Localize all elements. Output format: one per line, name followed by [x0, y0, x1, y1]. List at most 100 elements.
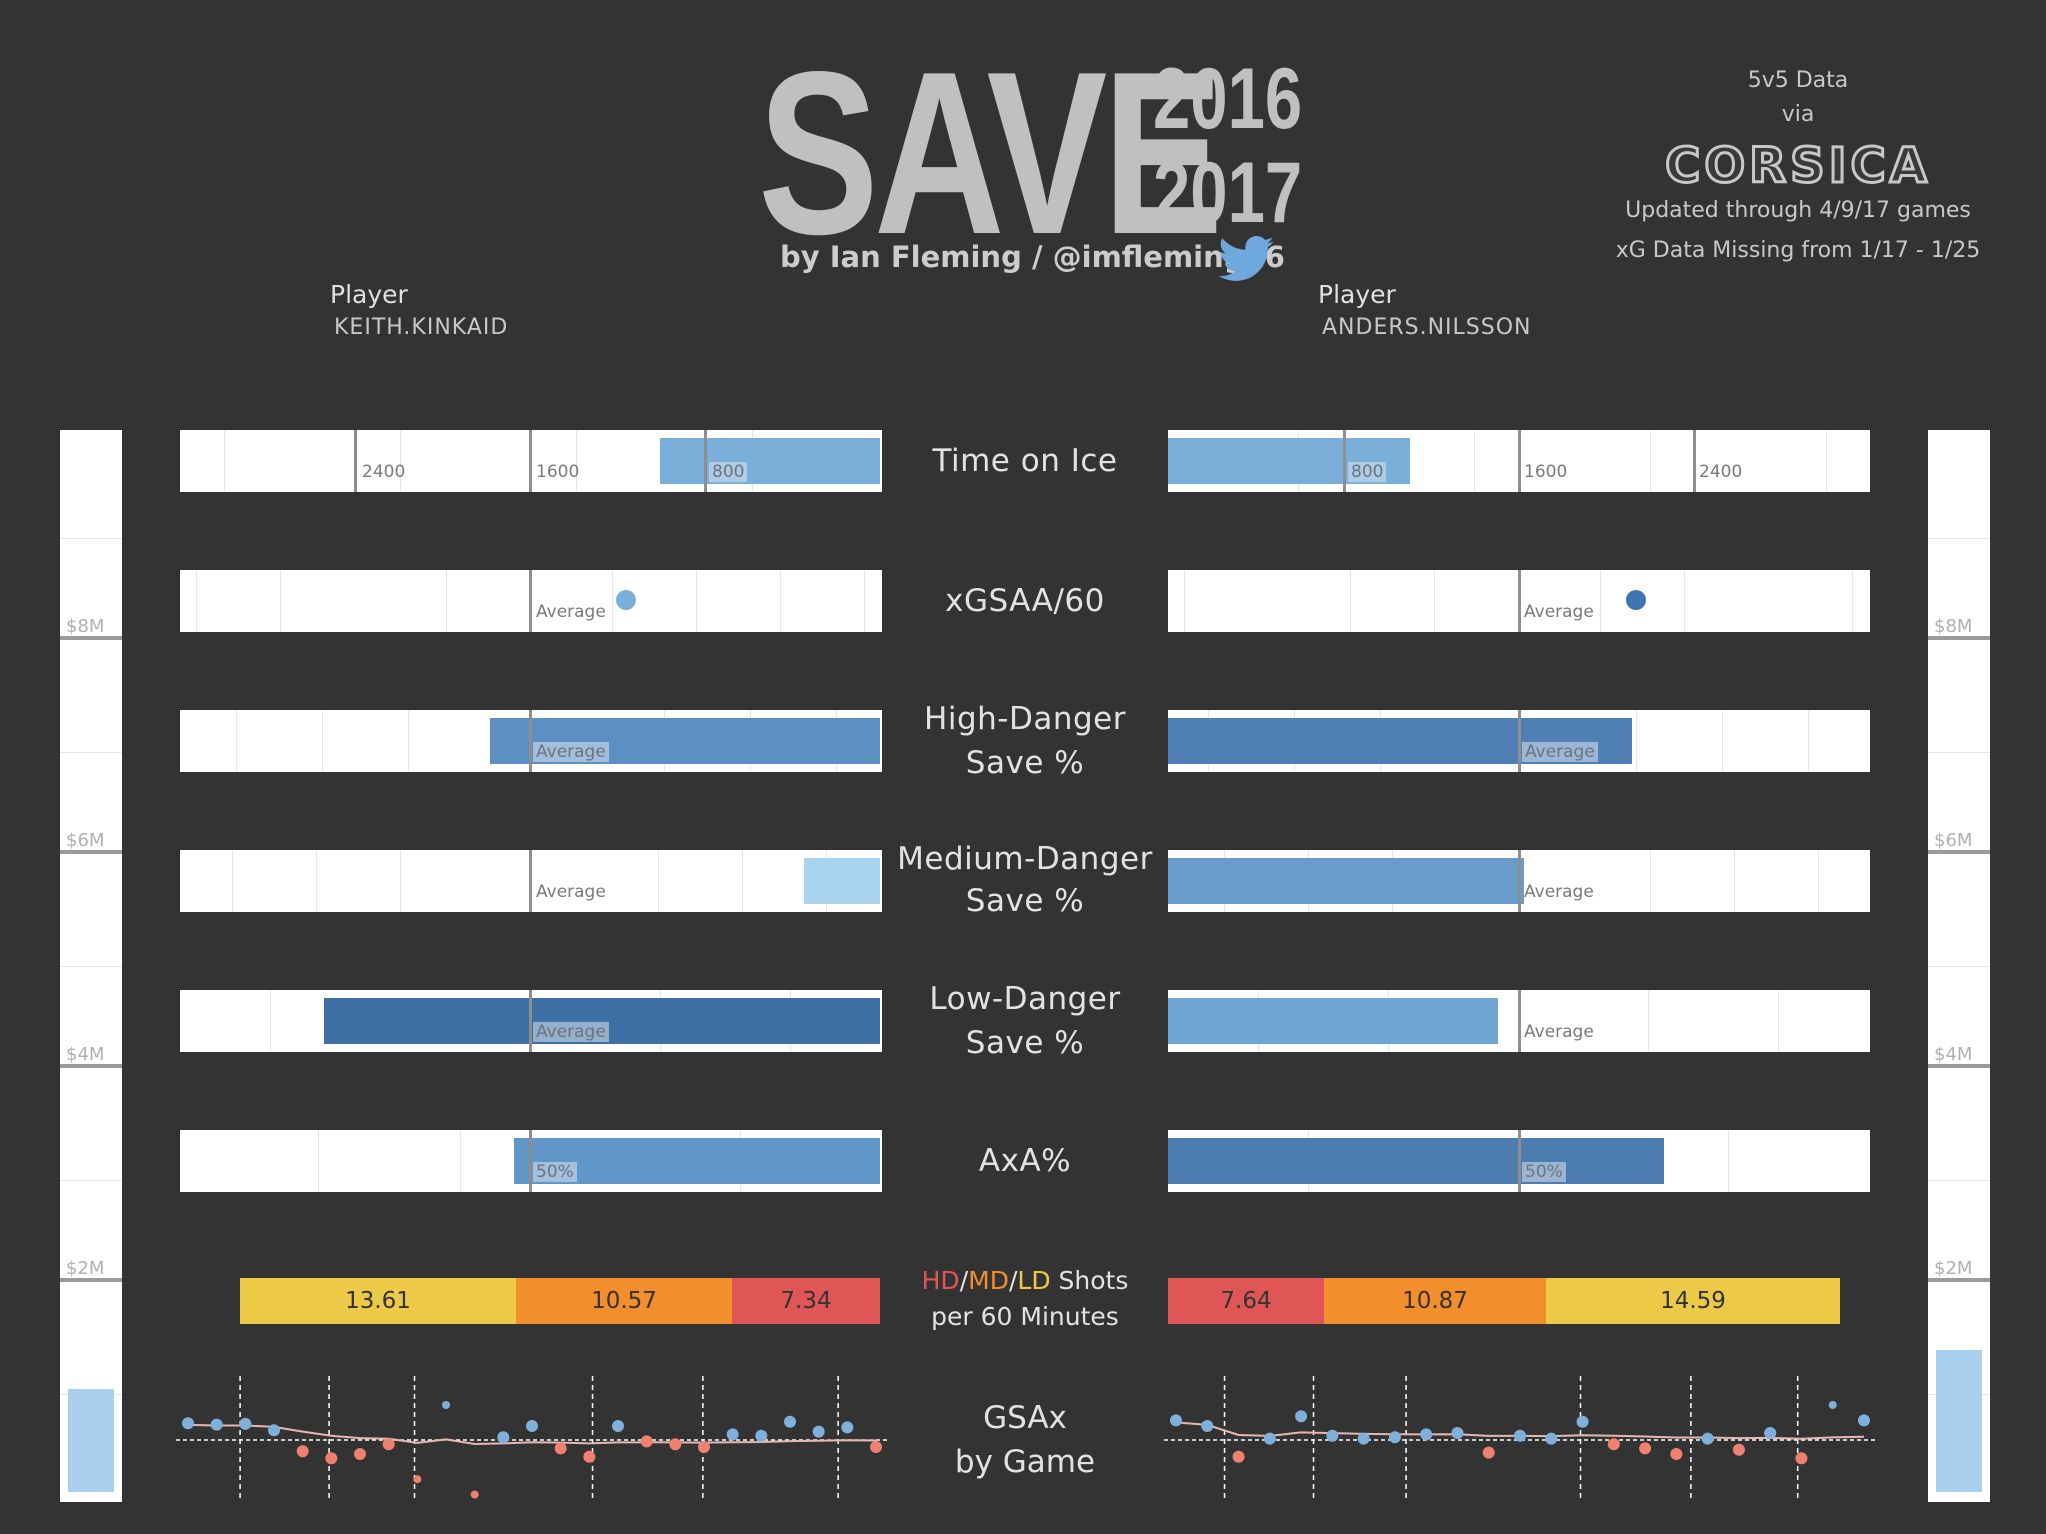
logo-year-top: 2016 [1153, 51, 1303, 147]
shots-segment-ld-right[interactable]: 14.59 [1546, 1278, 1840, 1324]
axa-title: AxA% [978, 1143, 1072, 1179]
salary-bar-right[interactable] [1936, 1350, 1982, 1492]
gsax-running-line [187, 1423, 877, 1446]
salary-gridline [60, 966, 122, 967]
info-line2: via [1781, 102, 1815, 127]
gsax-game-dot [442, 1401, 450, 1409]
md-panel-right: Average [1168, 850, 1870, 912]
xgsaa-ref-average [1518, 570, 1521, 632]
salary-tick [60, 850, 122, 854]
gsax-game-dot [1828, 1401, 1837, 1409]
shots-title-line2: per 60 Minutes [931, 1302, 1119, 1331]
gsax-game-dot [1388, 1431, 1401, 1444]
axa-bar-right[interactable] [1168, 1138, 1664, 1184]
gsax-game-dot [812, 1425, 825, 1438]
left-salary-column: $8M $6M $4M $2M [60, 430, 122, 1502]
xgsaa-panel-left: Average [180, 570, 882, 632]
gsax-game-dot [1639, 1442, 1652, 1455]
salary-label: $2M [1934, 1258, 1973, 1279]
salary-tick [60, 1064, 122, 1068]
axa-ref-50 [529, 1130, 532, 1192]
right-player-label: Player [1318, 280, 1396, 309]
salary-label: $4M [1934, 1044, 1973, 1065]
left-player-name[interactable]: KEITH.KINKAID [334, 315, 509, 340]
gsax-title-line1: GSAx [983, 1400, 1067, 1436]
gsax-game-dot [1170, 1414, 1182, 1427]
ld-title-line1: Low-Danger [929, 981, 1121, 1017]
toi-ref-1600 [1518, 430, 1521, 492]
md-panel-left: Average [180, 850, 882, 912]
md-bar-right[interactable] [1168, 858, 1524, 904]
toi-tick-label: 1600 [536, 462, 580, 482]
gsax-game-dot [784, 1415, 796, 1428]
toi-ref-2400 [354, 430, 357, 492]
gsax-game-dot [1232, 1450, 1245, 1463]
toi-tick-label: 800 [1348, 462, 1387, 482]
gsax-game-dot [497, 1431, 510, 1444]
gsax-game-dot [755, 1429, 768, 1442]
average-label: Average [533, 1022, 609, 1042]
right-player-name[interactable]: ANDERS.NILSSON [1322, 315, 1532, 340]
gsax-game-dot [296, 1445, 309, 1458]
shots-segment-ld-left[interactable]: 13.61 [240, 1278, 516, 1324]
xgsaa-ref-average [529, 570, 532, 632]
toi-bar-left[interactable] [660, 438, 880, 484]
md-ref-average [1518, 850, 1521, 912]
ld-ref-average [1518, 990, 1521, 1052]
hd-title-line2: Save % [965, 745, 1085, 781]
gsax-title-line2: by Game [954, 1444, 1096, 1480]
toi-panel-right: 800 1600 2400 [1168, 430, 1870, 492]
toi-title: Time on Ice [932, 443, 1118, 479]
gsax-game-dot [1326, 1429, 1339, 1442]
gsax-chart-left [176, 1376, 888, 1500]
gsax-game-dot [870, 1441, 882, 1453]
gsax-game-dot [583, 1450, 596, 1463]
md-ref-average [529, 850, 532, 912]
salary-gridline [1928, 1180, 1990, 1181]
average-label: Average [533, 742, 609, 762]
xgsaa-dot-left[interactable] [616, 590, 636, 610]
shots-title-line1: HD/MD/LD Shots [921, 1266, 1129, 1295]
gsax-game-dot [554, 1442, 567, 1455]
gsax-game-dot [1357, 1432, 1370, 1445]
shots-bar-right: 7.64 10.87 14.59 [1168, 1278, 1840, 1324]
gsax-game-dot [1201, 1420, 1214, 1432]
shots-segment-md-right[interactable]: 10.87 [1324, 1278, 1546, 1324]
gsax-chart-right [1164, 1376, 1876, 1500]
gsax-game-dot [1451, 1427, 1464, 1439]
gsax-game-dot [382, 1438, 395, 1451]
gsax-game-dot [1420, 1428, 1433, 1441]
salary-tick [60, 1278, 122, 1282]
average-label: Average [1524, 1022, 1594, 1042]
md-bar-left[interactable] [804, 858, 880, 904]
salary-gridline [1928, 752, 1990, 753]
gsax-game-dot [1295, 1410, 1308, 1423]
shots-segment-hd-right[interactable]: 7.64 [1168, 1278, 1324, 1324]
left-player-label: Player [330, 280, 408, 309]
gsax-game-dot [1701, 1432, 1714, 1445]
hd-panel-right: Average [1168, 710, 1870, 772]
gsax-game-dot [1764, 1427, 1777, 1439]
toi-ref-2400 [1693, 430, 1696, 492]
shots-ld-word: LD [1017, 1266, 1051, 1295]
salary-bar-left[interactable] [68, 1389, 114, 1492]
salary-label: $8M [1934, 616, 1973, 637]
gsax-game-dot [354, 1448, 366, 1460]
salary-label: $2M [66, 1258, 105, 1279]
gsax-game-dot [1670, 1448, 1683, 1460]
salary-label: $8M [66, 616, 105, 637]
shots-segment-hd-left[interactable]: 7.34 [732, 1278, 880, 1324]
hd-ref-average [529, 710, 532, 772]
ld-bar-right[interactable] [1168, 998, 1498, 1044]
salary-label: $6M [1934, 830, 1973, 851]
gsax-game-dot [726, 1428, 739, 1441]
gsax-game-dot [612, 1420, 624, 1432]
xgsaa-dot-right[interactable] [1626, 590, 1646, 610]
ld-panel-left: Average [180, 990, 882, 1052]
shots-segment-md-left[interactable]: 10.57 [516, 1278, 732, 1324]
gsax-game-dot [1514, 1429, 1526, 1442]
salary-label: $4M [66, 1044, 105, 1065]
gsax-game-dot [1576, 1415, 1589, 1428]
toi-ref-1600 [529, 430, 532, 492]
axa-panel-right: 50% [1168, 1130, 1870, 1192]
